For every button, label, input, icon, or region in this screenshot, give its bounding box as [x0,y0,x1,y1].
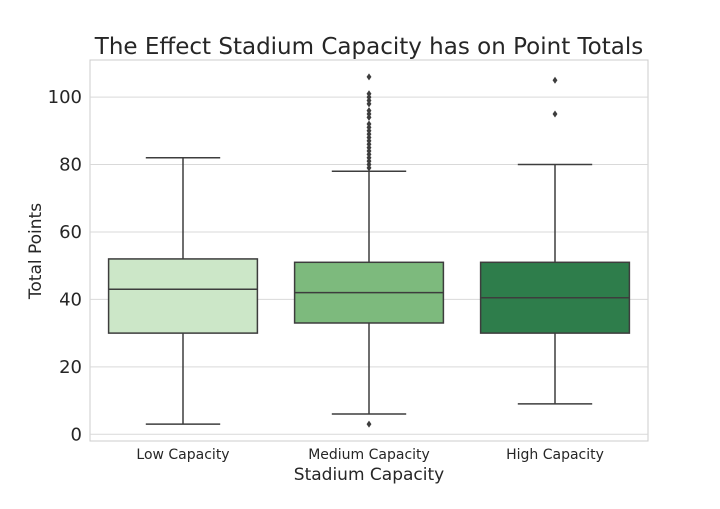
iqr-box [107,258,259,334]
x-tick-labels: Low Capacity Medium Capacity High Capacity [136,447,604,463]
outlier-point [366,420,372,428]
box-group [293,73,445,428]
outlier-point [366,107,372,115]
y-tick-label: 60 [59,222,82,243]
y-tick-labels: 0 20 40 60 80 100 [48,87,82,445]
x-tick-label: Low Capacity [136,447,229,463]
boxes [107,73,631,428]
y-tick-label: 20 [59,357,82,378]
box-group [479,76,631,405]
y-axis-label: Total Points [26,203,46,300]
x-axis-label: Stadium Capacity [294,465,444,485]
x-tick-label: High Capacity [506,447,604,463]
y-tick-label: 40 [59,289,82,310]
y-tick-label: 0 [71,424,82,445]
chart-title: The Effect Stadium Capacity has on Point… [94,34,643,60]
outlier-point [366,120,372,128]
outlier-point [366,73,372,81]
y-tick-label: 80 [59,155,82,176]
x-tick-label: Medium Capacity [308,447,430,463]
box-group [107,157,259,425]
outlier-point [552,76,558,84]
outlier-point [552,110,558,118]
outlier-point [366,90,372,98]
y-tick-label: 100 [48,87,82,108]
